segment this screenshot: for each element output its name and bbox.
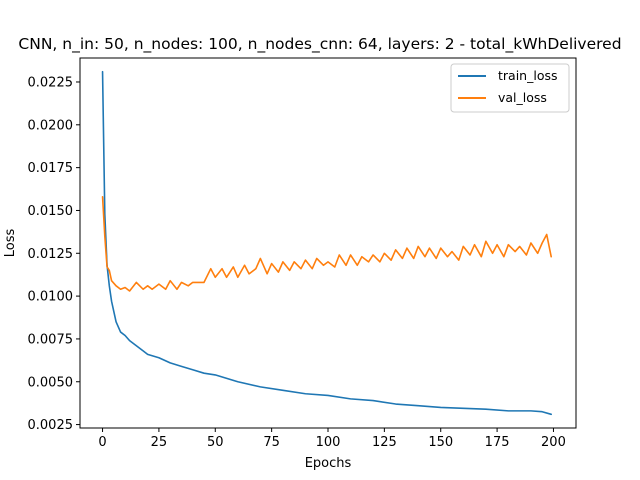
x-tick-label: 125 <box>372 435 397 450</box>
y-tick-label: 0.0175 <box>28 161 74 176</box>
plot-frame <box>79 57 577 429</box>
x-tick-label: 75 <box>263 435 280 450</box>
x-tick-label: 25 <box>151 435 168 450</box>
x-axis: 0 25 50 75 100 125 150 175 200 <box>98 428 566 450</box>
y-tick-label: 0.0200 <box>28 118 74 133</box>
x-tick-label: 175 <box>485 435 510 450</box>
y-tick-label: 0.0025 <box>28 418 74 433</box>
x-tick-label: 200 <box>541 435 566 450</box>
series-line-train-loss <box>101 70 553 416</box>
y-axis-title: Loss <box>3 229 18 258</box>
x-tick-label: 150 <box>428 435 453 450</box>
y-axis: 0.0025 0.0050 0.0075 0.0100 0.0125 0.0150 0.01… <box>28 75 80 433</box>
x-tick-label: 0 <box>98 435 106 450</box>
y-tick-label: 0.0075 <box>28 332 74 347</box>
plot-area <box>80 58 576 428</box>
legend-label-train-loss: train_loss <box>498 68 558 83</box>
x-tick-label: 100 <box>316 435 341 450</box>
y-tick-label: 0.0100 <box>28 290 74 305</box>
y-tick-label: 0.0125 <box>28 247 74 262</box>
chart-title: CNN, n_in: 50, n_nodes: 100, n_nodes_cnn… <box>18 35 621 54</box>
series-line-val-loss <box>101 195 553 292</box>
y-tick-label: 0.0225 <box>28 75 74 90</box>
legend-label-val-loss: val_loss <box>498 90 547 105</box>
legend: train_loss val_loss <box>450 63 570 113</box>
series-layer <box>101 70 553 416</box>
x-tick-label: 50 <box>207 435 224 450</box>
x-axis-title: Epochs <box>305 456 352 471</box>
y-tick-label: 0.0150 <box>28 204 74 219</box>
y-tick-label: 0.0050 <box>28 375 74 390</box>
